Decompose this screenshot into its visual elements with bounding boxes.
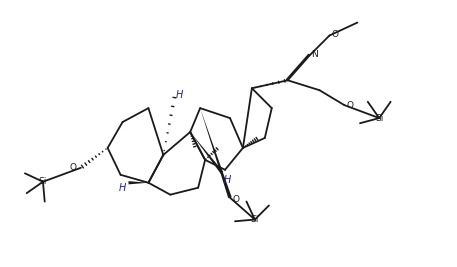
- Polygon shape: [128, 181, 149, 184]
- Polygon shape: [200, 108, 232, 198]
- Text: Si: Si: [375, 113, 383, 123]
- Text: O: O: [331, 30, 339, 39]
- Text: O: O: [70, 163, 77, 172]
- Polygon shape: [190, 132, 223, 174]
- Text: Si: Si: [39, 177, 47, 186]
- Text: N: N: [312, 50, 319, 59]
- Text: O: O: [233, 195, 240, 204]
- Text: H: H: [119, 183, 127, 193]
- Text: O: O: [346, 101, 353, 110]
- Text: H: H: [175, 90, 183, 100]
- Text: H: H: [224, 175, 231, 185]
- Text: Si: Si: [251, 215, 259, 224]
